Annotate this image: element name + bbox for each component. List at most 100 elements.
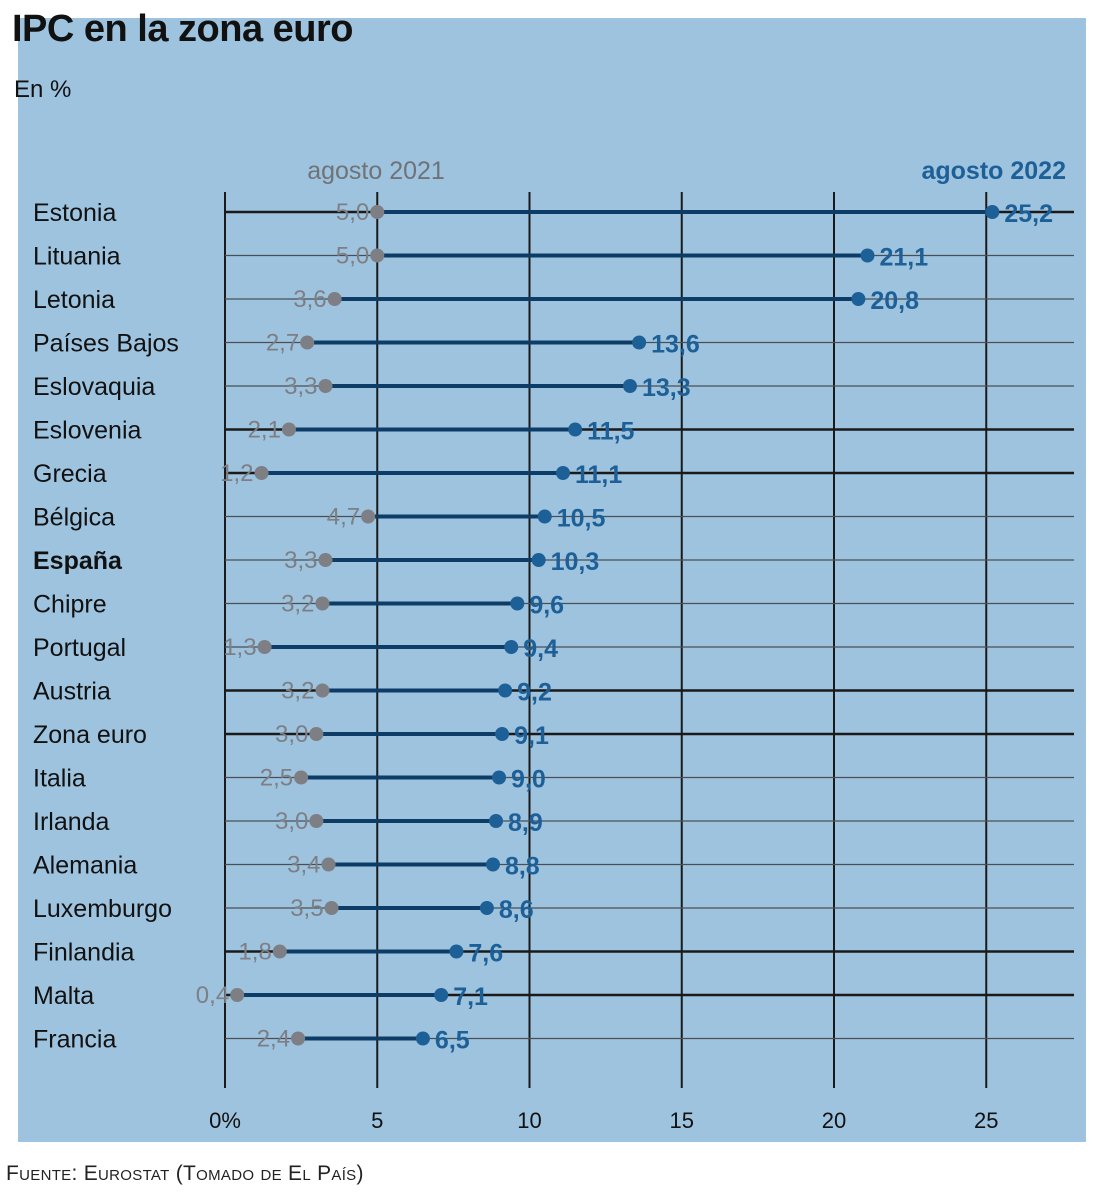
country-row: España 3,3 10,3	[33, 547, 599, 576]
country-label: Luxemburgo	[33, 895, 172, 923]
point-2021	[254, 466, 269, 480]
country-label: Irlanda	[33, 808, 110, 836]
value-label-2021: 1,3	[223, 634, 256, 661]
point-2022	[498, 683, 513, 698]
point-2021	[361, 509, 376, 524]
point-2022	[985, 205, 1000, 219]
value-label-2022: 8,9	[508, 809, 543, 837]
country-label: Lituania	[33, 243, 121, 271]
country-row: Irlanda 3,0 8,9	[33, 808, 543, 837]
grid-layer	[224, 192, 1074, 1088]
value-label-2022: 9,0	[511, 766, 546, 794]
point-2022	[479, 901, 494, 915]
point-2022	[434, 988, 449, 1002]
country-label: Letonia	[33, 286, 115, 314]
country-label: Portugal	[33, 634, 126, 662]
chart-unit-label: En %	[14, 76, 72, 103]
value-label-2022: 8,8	[505, 853, 540, 881]
country-row: Francia 2,4 6,5	[33, 1026, 470, 1055]
value-label-2021: 4,7	[327, 504, 360, 531]
point-2021	[272, 944, 287, 959]
value-label-2021: 3,4	[287, 852, 320, 879]
point-2021	[318, 379, 333, 393]
legend-agosto-2022: agosto 2022	[921, 157, 1066, 185]
value-label-2022: 21,1	[879, 244, 928, 272]
value-label-2021: 3,3	[284, 373, 317, 400]
value-label-2022: 10,5	[557, 505, 606, 533]
point-2022	[555, 466, 570, 480]
country-row: Grecia 1,2 11,1	[33, 460, 622, 489]
country-row: Zona euro 3,0 9,1	[33, 721, 549, 750]
value-label-2021: 3,0	[275, 721, 308, 748]
country-row: Lituania 5,0 21,1	[33, 243, 928, 272]
country-row: Alemania 3,4 8,8	[33, 852, 540, 881]
value-label-2022: 25,2	[1004, 200, 1053, 228]
value-label-2022: 10,3	[551, 548, 600, 576]
country-label: Estonia	[33, 199, 116, 227]
point-2021	[300, 335, 315, 350]
point-2021	[309, 814, 324, 828]
country-row: Luxemburgo 3,5 8,6	[33, 895, 534, 924]
country-row: Austria 3,2 9,2	[33, 678, 552, 707]
value-label-2021: 1,2	[220, 460, 253, 487]
value-label-2021: 3,3	[284, 547, 317, 574]
value-label-2021: 3,6	[293, 286, 326, 313]
country-label: Grecia	[33, 460, 107, 488]
point-2022	[492, 770, 507, 785]
legend-agosto-2021: agosto 2021	[307, 157, 445, 185]
point-2022	[449, 944, 464, 959]
value-label-2021: 2,7	[266, 330, 299, 357]
country-row: Chipre 3,2 9,6	[33, 591, 564, 620]
country-label: Finlandia	[33, 939, 135, 967]
country-label: Eslovenia	[33, 417, 141, 445]
country-row: Países Bajos 2,7 13,6	[33, 330, 700, 359]
value-label-2021: 0,4	[196, 982, 229, 1009]
value-label-2021: 1,8	[238, 939, 271, 966]
value-label-2021: 3,0	[275, 808, 308, 835]
country-row: Italia 2,5 9,0	[33, 765, 546, 794]
value-label-2022: 9,2	[517, 679, 552, 707]
value-label-2021: 3,5	[290, 895, 323, 922]
country-label: Malta	[33, 982, 94, 1010]
point-2021	[370, 205, 385, 219]
value-label-2022: 9,4	[523, 635, 558, 663]
value-label-2022: 20,8	[870, 287, 919, 315]
x-tick-label-25: 25	[974, 1108, 998, 1133]
chart-title: IPC en la zona euro	[12, 8, 354, 50]
country-label: Chipre	[33, 591, 107, 619]
x-tick-label-20: 20	[822, 1108, 846, 1133]
value-label-2022: 8,6	[499, 896, 534, 924]
value-label-2021: 5,0	[336, 243, 369, 270]
point-2022	[485, 857, 500, 872]
source-note: Fuente: Eurostat (Tomado de El País)	[6, 1162, 364, 1185]
point-2022	[860, 248, 875, 263]
value-label-2022: 11,5	[587, 418, 634, 446]
value-label-2022: 7,6	[468, 940, 503, 968]
country-label: Alemania	[33, 852, 137, 880]
point-2021	[294, 770, 309, 785]
point-2022	[537, 509, 552, 524]
country-row: Eslovaquia 3,3 13,3	[33, 373, 691, 402]
value-label-2021: 2,1	[248, 417, 281, 444]
value-label-2021: 3,2	[281, 591, 314, 618]
point-2021	[327, 292, 342, 306]
value-label-2022: 11,1	[575, 461, 622, 489]
point-2021	[309, 727, 324, 741]
country-row: Estonia 5,0 25,2	[33, 199, 1053, 228]
country-label: Países Bajos	[33, 330, 179, 358]
point-2021	[370, 248, 385, 263]
value-label-2022: 7,1	[453, 983, 488, 1011]
point-2022	[504, 640, 519, 654]
point-2022	[415, 1031, 430, 1046]
value-label-2021: 5,0	[336, 199, 369, 226]
point-2022	[489, 814, 504, 828]
point-2021	[315, 596, 330, 611]
value-label-2021: 2,5	[260, 765, 293, 792]
axis-layer: 0% 5 10 15 20 25	[209, 1108, 998, 1133]
value-label-2022: 13,6	[651, 331, 700, 359]
point-2021	[291, 1031, 306, 1046]
country-row: Finlandia 1,8 7,6	[33, 939, 503, 968]
country-row: Letonia 3,6 20,8	[33, 286, 919, 315]
value-label-2022: 13,3	[642, 374, 691, 402]
point-2022	[632, 335, 647, 350]
